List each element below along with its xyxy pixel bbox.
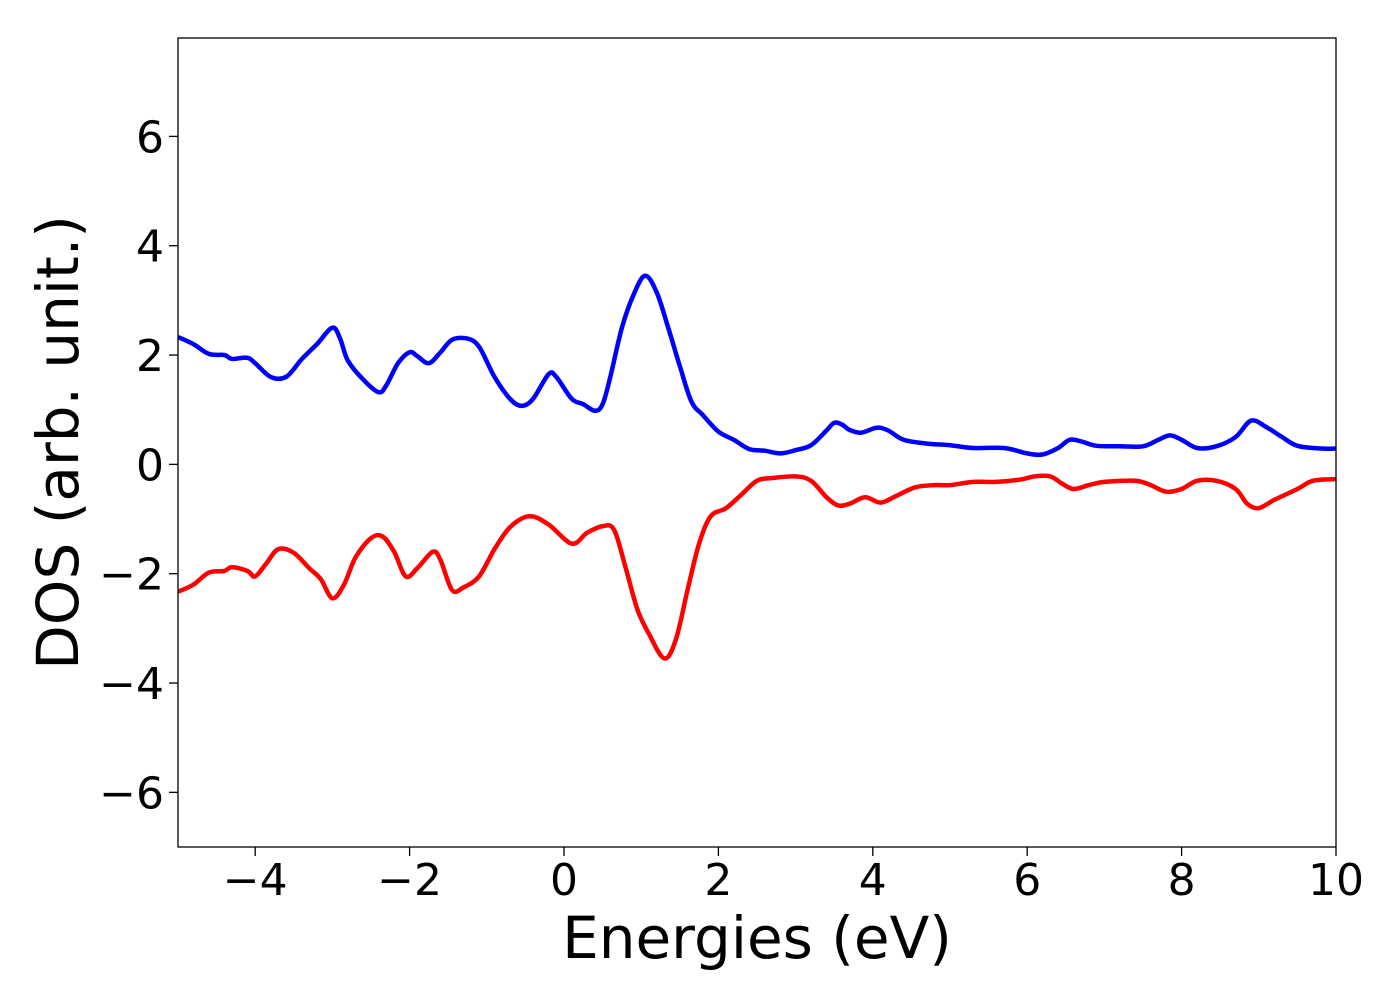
x-tick-label: 8: [1168, 855, 1196, 906]
y-axis-label: DOS (arb. unit.): [24, 215, 92, 670]
y-tick-label: 6: [136, 112, 164, 163]
y-tick-label: 0: [136, 440, 164, 491]
x-tick-label: 6: [1013, 855, 1041, 906]
plot-frame: [177, 37, 1337, 848]
y-tick-label: −2: [99, 550, 164, 601]
x-tick-label: −2: [377, 855, 442, 906]
y-axis: −6 −4 −2 0 2 4 6: [99, 112, 178, 819]
y-tick-label: 2: [136, 331, 164, 382]
x-tick-label: 4: [859, 855, 887, 906]
x-axis: −4 −2 0 2 4 6 8 10: [223, 847, 1364, 906]
x-tick-label: 0: [550, 855, 578, 906]
series-line-spin-down: [178, 473, 1336, 661]
x-axis-label: Energies (eV): [562, 904, 952, 972]
x-tick-label: 10: [1308, 855, 1364, 906]
plot-area: [178, 273, 1336, 661]
series-line-spin-up: [178, 273, 1336, 458]
x-tick-label: −4: [223, 855, 288, 906]
y-tick-label: −6: [99, 768, 164, 819]
y-tick-label: −4: [99, 659, 164, 710]
y-tick-label: 4: [136, 222, 164, 273]
x-tick-label: 2: [704, 855, 732, 906]
